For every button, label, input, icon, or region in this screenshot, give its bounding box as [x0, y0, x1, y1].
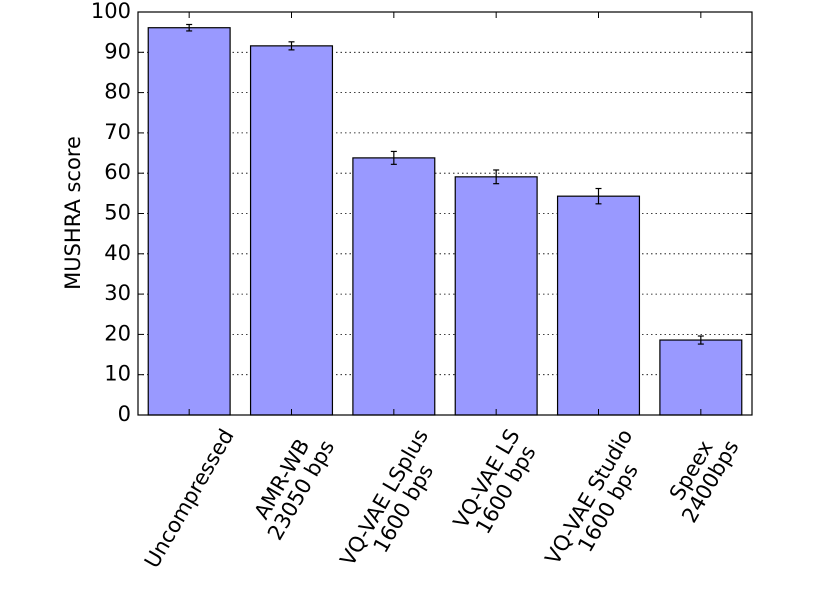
bar	[147, 27, 231, 416]
y-tick-label: 10	[104, 362, 131, 386]
bar	[454, 176, 538, 416]
error-bar	[493, 169, 500, 185]
y-tick-label: 80	[104, 80, 131, 104]
y-tick-label: 20	[104, 321, 131, 345]
bar	[249, 45, 334, 416]
error-bar	[186, 23, 193, 32]
y-axis-label: MUSHRA score	[61, 136, 85, 290]
error-bar	[595, 187, 602, 205]
y-tick-label: 0	[118, 402, 131, 426]
y-tick-label: 50	[104, 201, 131, 225]
y-tick-label: 100	[91, 0, 131, 23]
bar	[352, 157, 436, 416]
error-bar	[288, 41, 295, 51]
error-bar	[390, 150, 397, 165]
y-tick-label: 90	[104, 39, 131, 63]
error-bar	[697, 335, 704, 345]
bar	[556, 195, 641, 416]
x-tick-label: AMR-WB23050 bps	[244, 425, 339, 544]
y-tick-label: 60	[104, 160, 131, 184]
x-tick-label: VQ-VAE LS1600 bps	[449, 425, 544, 543]
x-tick-label: VQ-VAE LSplus1600 bps	[335, 425, 452, 581]
y-tick-label: 40	[104, 241, 131, 265]
plot-frame	[137, 11, 753, 416]
x-tick-label: VQ-VAE Studio1600 bps	[541, 425, 657, 580]
x-tick-label: Uncompressed	[140, 425, 239, 572]
y-tick-label: 70	[104, 120, 131, 144]
x-tick-label: Speex2400bps	[658, 425, 743, 527]
bar	[659, 339, 743, 416]
y-tick-label: 30	[104, 281, 131, 305]
